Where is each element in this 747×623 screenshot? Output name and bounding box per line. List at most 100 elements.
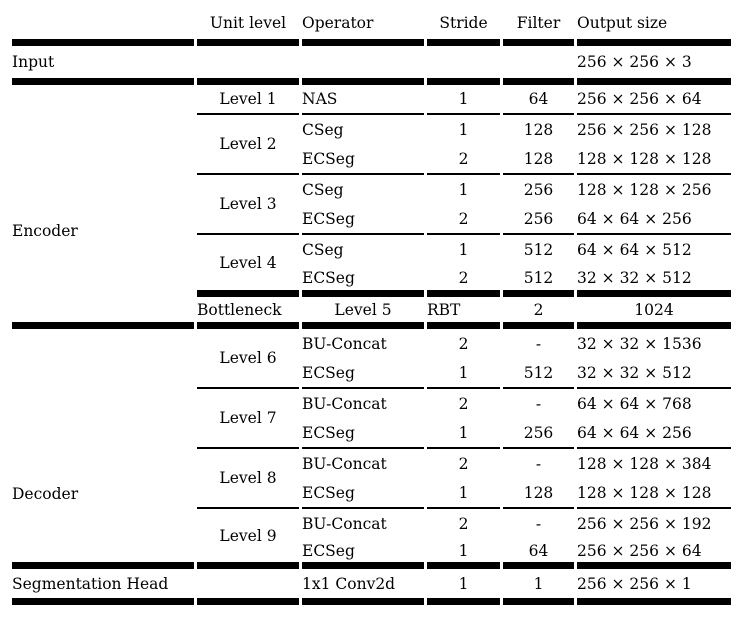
filter-cell: 256 <box>503 419 574 449</box>
table-row: Decoder Level 6 BU-Concat 2 - 32 × 32 × … <box>12 329 734 569</box>
output-size-cell: 64 × 64 × 256 <box>577 419 731 449</box>
operator-cell: CSeg <box>302 121 344 139</box>
col-header-stride: Stride <box>427 6 500 46</box>
table-row: Level 7 BU-Concat 2 - 64 × 64 × 768 <box>12 389 734 449</box>
table-row: ECSeg 2 128 128 × 128 × 128 <box>12 145 734 175</box>
output-size-cell: 256 × 256 × 192 <box>577 515 712 533</box>
col-header-operator: Operator <box>302 6 424 46</box>
operator-cell: ECSeg <box>302 479 424 509</box>
operator-cell: ECSeg <box>302 359 424 389</box>
col-header-unit-level: Unit level <box>197 6 299 46</box>
stride-cell: 1 <box>427 569 500 605</box>
operator-cell: BU-Concat <box>302 455 387 473</box>
filter-cell: 128 <box>523 121 554 139</box>
stride-cell: 1 <box>427 419 500 449</box>
output-size-cell: 32 × 32 × 512 <box>577 359 731 389</box>
bottleneck-row: Bottleneck Level 5 RBT 2 1024 16 × 16 × … <box>12 297 734 329</box>
output-size-cell: 32 × 32 × 1536 <box>577 335 702 353</box>
operator-cell: BU-Concat <box>302 515 387 533</box>
stride-cell: 2 <box>458 455 469 473</box>
col-header-output-size: Output size <box>577 6 731 46</box>
stride-cell: 1 <box>458 241 469 259</box>
table-row: Level 4 CSeg 1 512 64 × 64 × 512 <box>12 235 734 297</box>
filter-cell: 512 <box>503 265 574 297</box>
unit-level-cell: Level 9 <box>197 509 299 569</box>
unit-level-cell: Level 8 <box>197 449 299 509</box>
filter-cell: - <box>535 335 542 353</box>
output-size-cell: 256 × 256 × 64 <box>577 85 731 115</box>
table-row: ECSeg 1 128 128 × 128 × 128 <box>12 479 734 509</box>
output-size-cell: 128 × 128 × 384 <box>577 455 712 473</box>
output-size-cell: 128 × 128 × 128 <box>577 479 731 509</box>
stride-cell: 2 <box>458 395 469 413</box>
output-size-cell: 64 × 64 × 512 <box>577 241 692 259</box>
stride-cell: 2 <box>458 515 469 533</box>
architecture-table: Unit level Operator Stride Filter Output… <box>9 6 737 605</box>
empty-cell <box>197 46 299 85</box>
output-size-cell: 256 × 256 × 3 <box>577 46 731 85</box>
filter-cell: 512 <box>523 241 554 259</box>
output-size-cell: 64 × 64 × 768 <box>577 395 692 413</box>
unit-level-cell: Level 6 <box>197 329 299 389</box>
table-row: Level 3 CSeg 1 256 128 × 128 × 256 <box>12 175 734 235</box>
output-size-cell: 128 × 128 × 256 <box>577 181 712 199</box>
operator-cell: ECSeg <box>302 145 424 175</box>
operator-cell: RBT <box>427 297 500 329</box>
segmentation-head-row: Segmentation Head 1x1 Conv2d 1 1 256 × 2… <box>12 569 734 605</box>
operator-cell: ECSeg <box>302 265 424 297</box>
stride-cell: 1 <box>427 359 500 389</box>
stride-cell: 2 <box>427 205 500 235</box>
stride-cell: 2 <box>458 335 469 353</box>
unit-level-cell: Level 2 <box>197 115 299 175</box>
input-row: Input 256 × 256 × 3 <box>12 46 734 85</box>
section-label-segmentation-head: Segmentation Head <box>12 569 194 605</box>
operator-cell: ECSeg <box>302 205 424 235</box>
output-size-cell: 256 × 256 × 64 <box>577 539 731 569</box>
filter-cell: 64 <box>503 85 574 115</box>
output-size-cell: 32 × 32 × 512 <box>577 265 731 297</box>
empty-cell <box>503 46 574 85</box>
operator-cell: CSeg <box>302 181 344 199</box>
unit-level-cell: Level 3 <box>197 175 299 235</box>
operator-cell: CSeg <box>302 241 344 259</box>
filter-cell: 512 <box>503 359 574 389</box>
section-label-encoder: Encoder <box>12 85 194 329</box>
operator-cell: BU-Concat <box>302 395 387 413</box>
table-row: ECSeg 2 512 32 × 32 × 512 <box>12 265 734 297</box>
filter-cell: 256 <box>523 181 554 199</box>
table-row: Level 9 BU-Concat 2 - 256 × 256 × 192 <box>12 509 734 569</box>
filter-cell: - <box>535 455 542 473</box>
output-size-cell: 128 × 128 × 128 <box>577 145 731 175</box>
table-row: ECSeg 1 64 256 × 256 × 64 <box>12 539 734 569</box>
stride-cell: 2 <box>427 145 500 175</box>
filter-cell: 1024 <box>577 297 731 329</box>
col-header-rowlabel <box>12 6 194 46</box>
operator-cell: ECSeg <box>302 539 424 569</box>
table-row: ECSeg 1 256 64 × 64 × 256 <box>12 419 734 449</box>
filter-cell: 64 <box>503 539 574 569</box>
section-label-bottleneck: Bottleneck <box>197 297 299 329</box>
unit-level-cell: Level 7 <box>197 389 299 449</box>
unit-level-cell: Level 4 <box>197 235 299 297</box>
filter-cell: 256 <box>503 205 574 235</box>
unit-level-cell: Level 1 <box>197 85 299 115</box>
encoder-label-text: Encoder <box>12 221 78 240</box>
table-row: ECSeg 2 256 64 × 64 × 256 <box>12 205 734 235</box>
stride-cell: 2 <box>427 265 500 297</box>
filter-cell: 128 <box>503 479 574 509</box>
header-row: Unit level Operator Stride Filter Output… <box>12 6 734 46</box>
operator-cell: BU-Concat <box>302 335 387 353</box>
stride-cell: 1 <box>427 479 500 509</box>
empty-cell <box>302 46 424 85</box>
table-row: ECSeg 1 512 32 × 32 × 512 <box>12 359 734 389</box>
stride-cell: 1 <box>427 85 500 115</box>
section-label-decoder: Decoder <box>12 329 194 569</box>
section-label-input: Input <box>12 46 194 85</box>
col-header-filter: Filter <box>503 6 574 46</box>
unit-level-cell: Level 5 <box>302 297 424 329</box>
output-size-cell: 256 × 256 × 1 <box>577 569 731 605</box>
table-row: Level 2 CSeg 1 128 256 × 256 × 128 <box>12 115 734 175</box>
output-size-cell: 256 × 256 × 128 <box>577 121 712 139</box>
empty-cell <box>427 46 500 85</box>
operator-cell: ECSeg <box>302 419 424 449</box>
